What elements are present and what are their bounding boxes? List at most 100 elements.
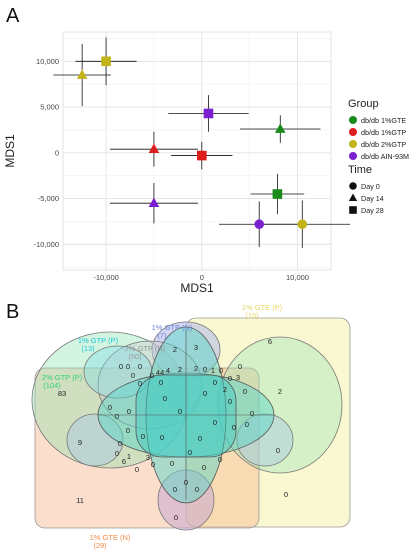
venn-region-value: 0: [202, 463, 206, 472]
venn-region-value: 0: [108, 403, 112, 412]
data-point-square: [272, 189, 283, 199]
venn-region-value: 0: [159, 378, 163, 387]
venn-set-labels: 1% GTP (P)(13)2% GTP (P)(104)2% GTP (N)(…: [42, 303, 283, 550]
venn-region-value: 0: [218, 455, 222, 464]
venn-region-value: 0: [151, 460, 155, 469]
venn-region-value: 0: [178, 407, 182, 416]
venn-region-value: 0: [276, 446, 280, 455]
y-tick-label: -5,000: [38, 194, 59, 203]
venn-region-value: 0: [138, 379, 142, 388]
legend-time-entries: Day 0 Day 14 Day 28: [348, 182, 384, 215]
legend-group-label: db/db 1%GTE: [361, 116, 406, 125]
venn-region-value: 2: [173, 345, 177, 354]
venn-region-value: 0: [170, 459, 174, 468]
data-point-circle: [297, 219, 308, 230]
data-point-triangle: [76, 69, 88, 79]
venn-set-count: (7): [157, 331, 167, 340]
venn-region-value: 0: [126, 426, 130, 435]
x-tick-label: 10,000: [286, 273, 309, 282]
venn-region-value: 6: [268, 337, 272, 346]
venn-region-value: 9: [78, 438, 82, 447]
legend-shape-circle: [349, 182, 357, 190]
x-axis-label: MDS1: [180, 281, 214, 295]
legend-time-label: Day 28: [361, 206, 384, 215]
legend-swatch: [349, 116, 357, 124]
venn-region-value: 0: [203, 365, 207, 374]
data-point-triangle: [148, 197, 160, 208]
legend-time-label: Day 0: [361, 182, 380, 191]
venn-region-value: 0: [188, 448, 192, 457]
venn-set-name: 1% GTP (P): [78, 336, 119, 345]
legend-swatch: [349, 128, 357, 136]
x-tick-label: 0: [200, 273, 204, 282]
venn-region-value: 11: [76, 496, 84, 505]
venn-set-name: 1% GTE (P): [242, 303, 283, 312]
venn-region-value: 0: [238, 362, 242, 371]
venn-region-value: 0: [203, 389, 207, 398]
venn-region-value: 2: [178, 365, 182, 374]
venn-region-value: 0: [135, 465, 139, 474]
venn-region-value: 0: [118, 439, 122, 448]
venn-set-name: 2% GTP (P): [42, 373, 83, 382]
venn-set-name: 2% GTP (N): [125, 344, 166, 353]
grid-lines: [63, 32, 331, 270]
mds-scatter-plot: -10,000 0 10,000 -10,000 -5,000 0 5,000 10,000: [34, 31, 351, 282]
venn-set-count: (104): [43, 381, 61, 390]
venn-region-value: 0: [228, 397, 232, 406]
venn-region-value: 0: [131, 371, 135, 380]
venn-region-value: 0: [250, 409, 254, 418]
venn-region-value: 0: [184, 478, 188, 487]
legend-group-label: db/db 2%GTP: [361, 140, 406, 149]
venn-region-value: 44: [156, 368, 164, 377]
y-tick-label: 5,000: [40, 103, 59, 112]
venn-region-value: 0: [119, 362, 123, 371]
legend-swatch: [349, 140, 357, 148]
data-point-square: [101, 56, 111, 67]
venn-region-value: 0: [245, 420, 249, 429]
legend-group-entries: db/db 1%GTE db/db 1%GTP db/db 2%GTP db/db A…: [349, 116, 409, 161]
venn-region-value: 0: [228, 374, 232, 383]
venn-region-value: 83: [58, 389, 66, 398]
venn-set-name: 1% GTE (N): [90, 533, 131, 542]
venn-region-value: 6: [122, 457, 126, 466]
venn-region-value: 0: [163, 394, 167, 403]
venn-set-count: (15): [245, 311, 259, 320]
data-points: [76, 56, 308, 230]
venn-region-value: 0: [219, 366, 223, 375]
panel-b-label: B: [6, 301, 19, 323]
venn-region-value: 0: [115, 449, 119, 458]
venn-region-value: 3: [146, 453, 150, 462]
y-tick-label: -10,000: [34, 240, 59, 249]
venn-set-count: (29): [93, 541, 107, 550]
data-point-square: [196, 150, 207, 161]
legend-group-title: Group: [348, 98, 379, 110]
venn-region-value: 0: [150, 371, 154, 380]
venn-region-value: 0: [195, 485, 199, 494]
data-point-triangle: [148, 143, 160, 153]
venn-region-value: 4: [166, 366, 170, 375]
axis-tick-labels: -10,000 0 10,000 -10,000 -5,000 0 5,000 10,000: [34, 57, 309, 282]
data-point-circle: [254, 219, 265, 230]
venn-region-value: 0: [213, 418, 217, 427]
venn-set-name: 1% GTP (N): [152, 323, 193, 332]
venn-region-value: 1: [211, 366, 215, 375]
legend-time-title: Time: [348, 164, 372, 176]
venn-region-value: 0: [174, 513, 178, 522]
venn-region-value: 0: [141, 432, 145, 441]
data-point-square: [203, 108, 214, 119]
venn-region-value: 0: [232, 423, 236, 432]
venn-region-value: 0: [213, 378, 217, 387]
venn-region-value: 2: [223, 385, 227, 394]
x-tick-label: -10,000: [93, 273, 118, 282]
venn-region-value: 0: [198, 434, 202, 443]
legend-swatch: [349, 152, 357, 160]
venn-region-value: 3: [194, 343, 198, 352]
venn-region-value: 3: [236, 373, 240, 382]
venn-region-value: 2: [278, 387, 282, 396]
legend-shape-square: [349, 206, 357, 214]
y-axis-label: MDS1: [3, 134, 17, 168]
legend-shape-triangle: [348, 193, 358, 202]
